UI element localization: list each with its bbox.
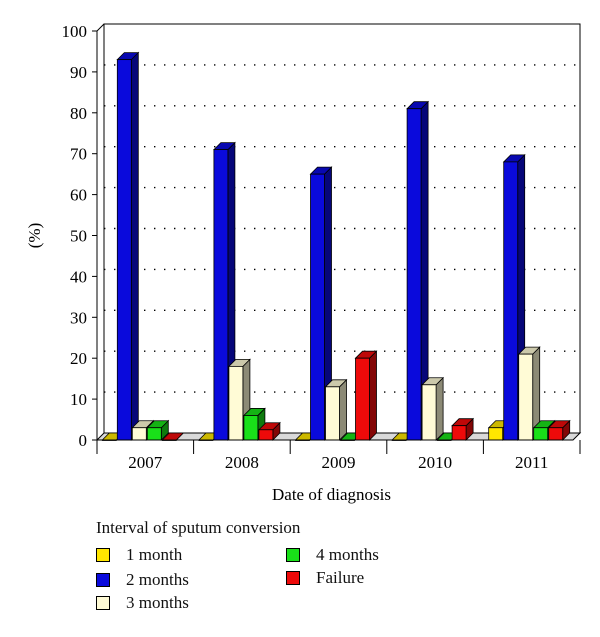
y-tick-label: 0 [79, 431, 88, 450]
y-tick-label: 10 [70, 390, 87, 409]
y-tick-label: 50 [70, 227, 87, 246]
x-axis-title: Date of diagnosis [272, 485, 391, 504]
bar [309, 166, 333, 441]
legend-swatch-1-month [96, 548, 110, 562]
bar-front [355, 357, 370, 441]
legend-label-failure: Failure [316, 568, 365, 587]
y-axis-top-edge [96, 23, 105, 32]
bar [116, 51, 140, 441]
legend-swatch-4-months [286, 548, 300, 562]
legend-swatch-failure [286, 571, 300, 585]
bar [547, 419, 571, 441]
bar-front [503, 161, 519, 441]
legend-item-4-months: 4 months [286, 544, 379, 566]
bar-front [325, 386, 340, 441]
y-tick-label: 70 [70, 145, 87, 164]
y-tick-label: 20 [70, 349, 87, 368]
bar-side [435, 376, 444, 441]
legend-item-1-month: 1 month [96, 544, 182, 566]
bar [421, 376, 445, 441]
bar [517, 346, 541, 441]
bar-side [130, 51, 139, 441]
y-tick-label: 60 [70, 186, 87, 205]
x-tick-label: 2009 [322, 453, 356, 472]
x-tick-label: 2008 [225, 453, 259, 472]
y-axis-title: (%) [25, 223, 44, 248]
bar-front [548, 427, 564, 441]
bar-chart: 0 10 20 30 40 50 60 70 80 90 100 (%) 2007 2008 2009 201… [25, 22, 582, 504]
bar [324, 378, 348, 441]
legend-item-3-months: 3 months [96, 592, 189, 614]
bar-front [258, 429, 274, 441]
bar-side [339, 378, 347, 441]
bar-front [310, 173, 325, 441]
bar [354, 350, 378, 441]
legend-title: Interval of sputum conversion [96, 518, 301, 537]
legend-label-4-months: 4 months [316, 545, 379, 564]
bar-front [488, 427, 504, 441]
legend-label-3-months: 3 months [126, 593, 189, 612]
legend-item-failure: Failure [286, 567, 364, 589]
legend-label-2-months: 2 months [126, 570, 189, 589]
y-tick-label: 80 [70, 104, 87, 123]
bar-front [533, 427, 549, 441]
bar-front [421, 384, 437, 441]
y-tick-label: 90 [70, 63, 87, 82]
legend-swatch-2-months [96, 573, 110, 587]
bar-front [146, 427, 162, 441]
bar-front [451, 425, 467, 441]
legend-item-2-months: 2 months [96, 569, 189, 591]
bar [146, 419, 170, 441]
bar-front [116, 59, 132, 441]
bar-side [369, 350, 377, 441]
bar-front [518, 353, 534, 441]
bar-front [131, 427, 147, 441]
legend-label-1-month: 1 month [126, 545, 183, 564]
x-tick-label: 2007 [128, 453, 163, 472]
bar-front [228, 365, 244, 441]
x-tick-label: 2011 [515, 453, 548, 472]
plot-back-wall [103, 23, 581, 434]
y-tick-label: 100 [62, 22, 88, 41]
legend-swatch-3-months [96, 596, 110, 610]
y-tick-label: 40 [70, 267, 87, 286]
legend: Interval of sputum conversion 1 month 2 … [92, 518, 492, 628]
y-tick-label: 30 [70, 308, 87, 327]
bar-front [243, 415, 259, 441]
bar-front [213, 149, 229, 441]
bar-front [406, 108, 422, 441]
x-tick-label: 2010 [418, 453, 452, 472]
